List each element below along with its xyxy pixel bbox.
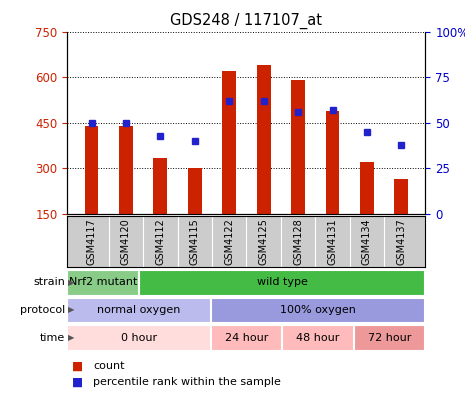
Text: normal oxygen: normal oxygen (97, 305, 181, 315)
Text: GSM4122: GSM4122 (224, 218, 234, 265)
Text: wild type: wild type (257, 277, 308, 287)
Text: GSM4137: GSM4137 (396, 218, 406, 265)
Text: GSM4134: GSM4134 (362, 218, 372, 265)
Bar (211, 297, 425, 322)
Bar (67, 270, 138, 295)
Bar (85, 126, 99, 214)
Bar (153, 158, 167, 214)
Text: ▶: ▶ (68, 333, 75, 342)
Text: Nrf2 mutant: Nrf2 mutant (69, 277, 138, 287)
Text: time: time (40, 333, 65, 343)
Text: ■: ■ (72, 360, 83, 373)
Text: ■: ■ (72, 376, 83, 388)
Bar (211, 325, 281, 350)
Text: GSM4131: GSM4131 (327, 218, 338, 265)
Text: GSM4128: GSM4128 (293, 218, 303, 265)
Text: GSM4125: GSM4125 (259, 218, 269, 265)
Bar (360, 162, 374, 214)
Text: 72 hour: 72 hour (368, 333, 412, 343)
Text: percentile rank within the sample: percentile rank within the sample (93, 377, 281, 387)
Bar (394, 179, 408, 214)
Text: GSM4112: GSM4112 (155, 218, 166, 265)
Bar (139, 270, 425, 295)
Text: ▶: ▶ (68, 278, 75, 287)
Text: ▶: ▶ (68, 305, 75, 314)
Text: GSM4120: GSM4120 (121, 218, 131, 265)
Text: strain: strain (33, 277, 65, 287)
Bar (291, 80, 305, 214)
Bar (354, 325, 425, 350)
Text: protocol: protocol (20, 305, 65, 315)
Bar (119, 126, 133, 214)
Text: GSM4117: GSM4117 (86, 218, 97, 265)
Text: 24 hour: 24 hour (225, 333, 268, 343)
Bar (67, 297, 210, 322)
Text: 100% oxygen: 100% oxygen (280, 305, 356, 315)
Bar (282, 325, 353, 350)
Bar (257, 65, 271, 214)
Bar (326, 110, 339, 214)
Text: GSM4115: GSM4115 (190, 218, 200, 265)
Bar (222, 71, 236, 214)
Text: 48 hour: 48 hour (296, 333, 340, 343)
Text: count: count (93, 361, 125, 371)
Text: 0 hour: 0 hour (121, 333, 157, 343)
Bar (67, 325, 210, 350)
Bar (188, 168, 202, 214)
Title: GDS248 / 117107_at: GDS248 / 117107_at (171, 13, 322, 29)
